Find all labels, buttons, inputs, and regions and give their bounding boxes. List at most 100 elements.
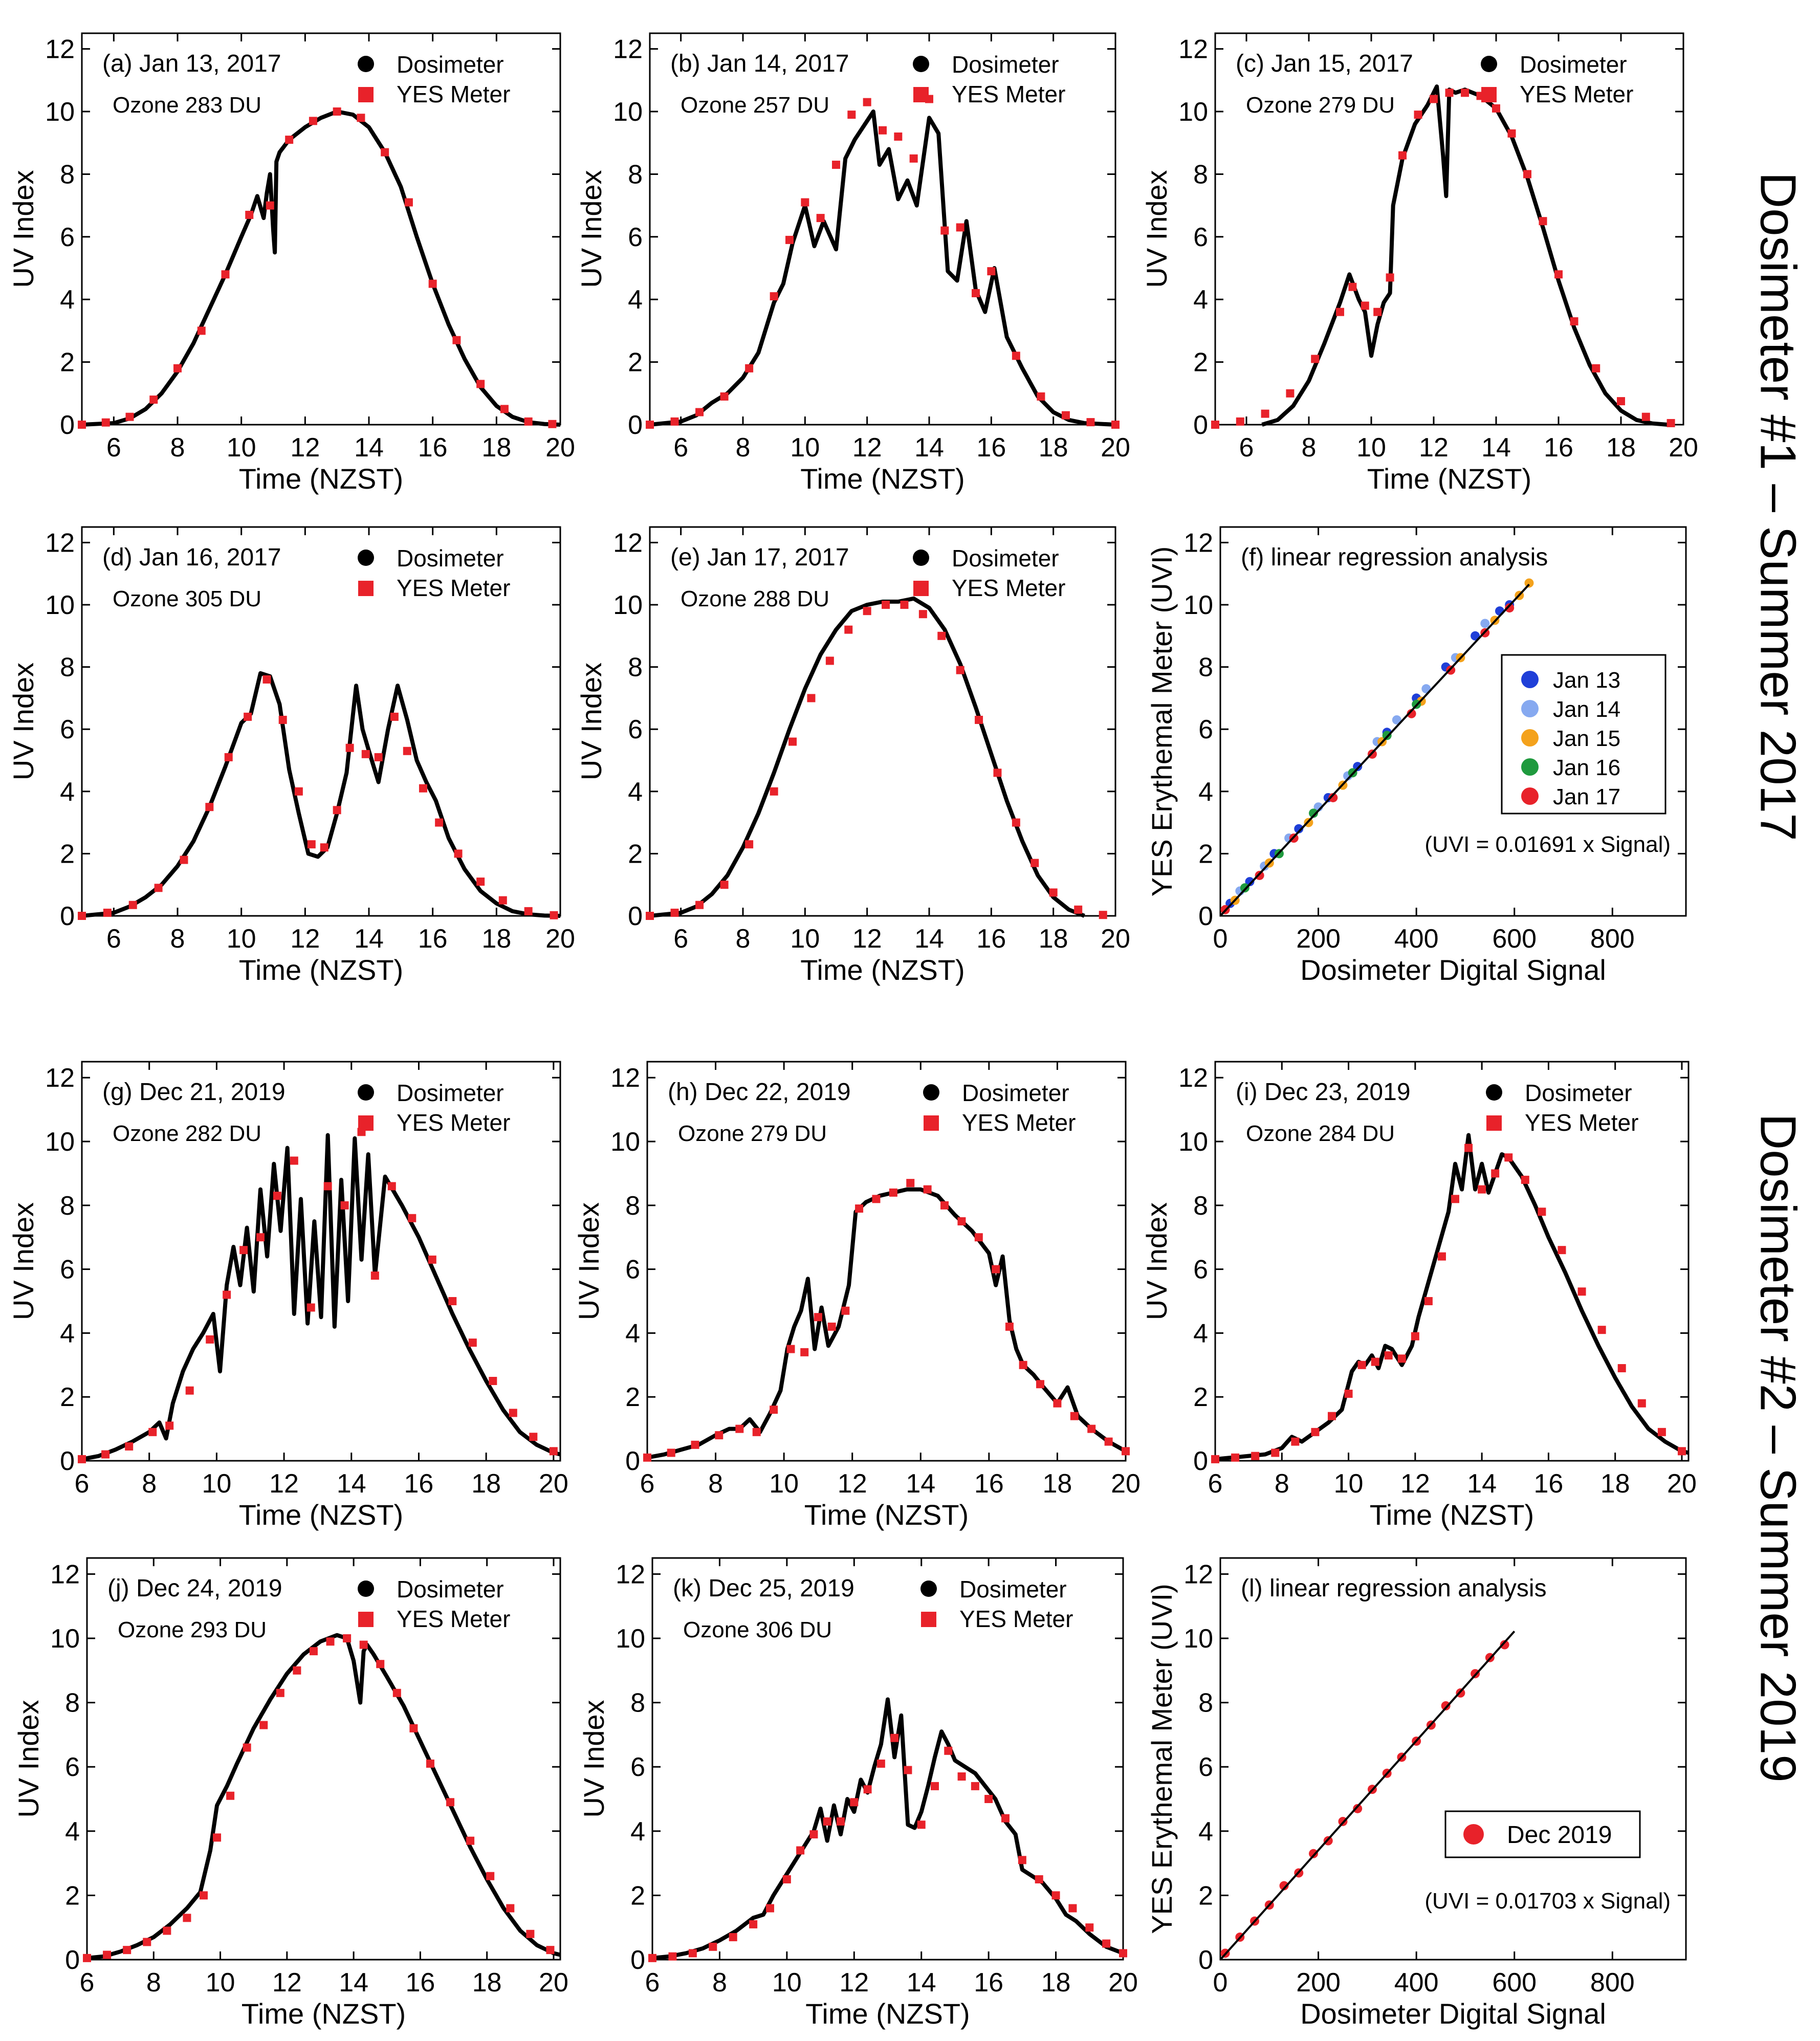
x-tick-label: 18 <box>1600 1469 1630 1499</box>
y-tick-label: 6 <box>1198 1752 1213 1782</box>
yes-meter-point <box>1657 1428 1666 1436</box>
x-tick-label: 8 <box>146 1968 161 1998</box>
yes-meter-point <box>745 840 754 849</box>
y-tick-label: 2 <box>60 348 75 378</box>
y-tick-label: 6 <box>1193 223 1208 252</box>
plot-frame <box>1214 1061 1690 1462</box>
dosimeter-line <box>86 1633 561 1960</box>
yes-meter-point <box>1641 412 1650 421</box>
yes-meter-point <box>971 1782 979 1790</box>
yes-meter-point <box>720 392 729 401</box>
yes-meter-point <box>1554 270 1563 279</box>
yes-meter-point <box>1070 1412 1079 1420</box>
legend-label-yes-meter: YES Meter <box>952 575 1065 601</box>
yes-meter-point <box>361 750 370 758</box>
x-tick-label: 8 <box>1302 433 1317 463</box>
legend-marker-yes-meter <box>1481 87 1497 102</box>
yes-meter-point <box>1035 1875 1043 1883</box>
y-tick-label: 12 <box>616 1560 645 1589</box>
yes-meter-point <box>816 214 825 223</box>
y-tick-label: 0 <box>628 410 643 440</box>
x-tick-label: 20 <box>1669 433 1698 463</box>
chart-f: 0 200 400 600 800 0 2 4 6 8 10 12 Dosimeter Digital … <box>1146 526 1687 986</box>
chart-title: (l) linear regression analysis <box>1241 1575 1547 1602</box>
x-tick-label: 6 <box>80 1968 95 1998</box>
yes-meter-point <box>1539 217 1547 226</box>
yes-meter-point <box>691 1440 699 1449</box>
y-tick-label: 2 <box>65 1881 80 1911</box>
yes-meter-point <box>1236 417 1244 426</box>
x-axis-label: Time (NZST) <box>805 1998 970 2030</box>
x-tick-label: 16 <box>1544 433 1573 463</box>
x-tick-label: 16 <box>1533 1469 1563 1499</box>
scatter-point <box>1441 1701 1451 1710</box>
yes-meter-point <box>486 1872 495 1880</box>
yes-meter-point <box>1068 1904 1077 1913</box>
legend-marker <box>1521 671 1539 688</box>
legend-label-dosimeter: Dosimeter <box>397 1080 504 1106</box>
ozone-label: Ozone 306 DU <box>683 1617 832 1642</box>
yes-meter-point <box>526 1929 535 1938</box>
yes-meter-point <box>646 912 654 920</box>
yes-meter-point <box>1344 1389 1353 1398</box>
yes-meter-point <box>307 840 316 849</box>
y-axis-label: UV Index <box>575 663 607 780</box>
x-tick-label: 800 <box>1590 924 1635 954</box>
x-tick-label: 6 <box>106 433 121 463</box>
legend-label: Jan 17 <box>1553 784 1620 809</box>
yes-meter-point <box>1592 364 1600 372</box>
x-tick-label: 16 <box>418 433 448 463</box>
yes-meter-point <box>890 1733 899 1742</box>
y-tick-label: 8 <box>65 1688 80 1718</box>
yes-meter-point <box>476 380 485 388</box>
side-label-summer-2019: Dosimeter #2 – Summer 2019 <box>1750 1113 1807 1783</box>
x-tick-label: 18 <box>471 1469 501 1499</box>
yes-meter-point <box>404 198 413 207</box>
yes-meter-point <box>956 666 964 674</box>
x-tick-label: 12 <box>852 924 882 954</box>
x-axis-label: Time (NZST) <box>242 1998 406 2030</box>
yes-meter-point <box>1012 352 1020 360</box>
yes-meter-point <box>1099 911 1107 919</box>
legend-marker-yes-meter <box>924 1115 939 1131</box>
yes-meter-point <box>206 1335 214 1344</box>
x-tick-label: 16 <box>418 924 448 954</box>
chart-title: (h) Dec 22, 2019 <box>668 1079 851 1106</box>
ozone-label: Ozone 283 DU <box>113 93 261 118</box>
yes-meter-point <box>1231 1453 1240 1462</box>
y-tick-label: 4 <box>630 1817 645 1847</box>
yes-meter-point <box>128 901 137 909</box>
yes-meter-point <box>448 1297 457 1305</box>
yes-meter-point <box>1373 308 1382 316</box>
yes-meter-point <box>1414 111 1422 119</box>
x-tick-label: 8 <box>170 433 185 463</box>
ozone-label: Ozone 279 DU <box>678 1121 827 1146</box>
yes-meter-point <box>1577 1287 1586 1296</box>
x-tick-label: 18 <box>1606 433 1636 463</box>
yes-meter-point <box>1677 1447 1686 1456</box>
yes-meter-point <box>863 607 871 616</box>
yes-meter-point <box>972 289 980 297</box>
y-axis-label: UV Index <box>7 170 39 288</box>
y-tick-label: 0 <box>1193 410 1208 440</box>
yes-meter-point <box>993 769 1002 777</box>
yes-meter-point <box>1019 1360 1027 1369</box>
dosimeter-line <box>1261 84 1668 427</box>
scatter-point <box>1245 877 1255 887</box>
yes-meter-point <box>1211 1455 1219 1463</box>
y-tick-label: 10 <box>610 1127 640 1157</box>
regression-equation: (UVI = 0.01703 x Signal) <box>1424 1889 1671 1914</box>
y-tick-label: 10 <box>1183 590 1213 620</box>
x-tick-label: 400 <box>1394 924 1439 954</box>
yes-meter-point <box>847 111 856 119</box>
plot-frame <box>646 1061 1127 1462</box>
y-tick-label: 2 <box>60 1382 75 1412</box>
x-tick-label: 18 <box>1039 433 1068 463</box>
x-tick-label: 12 <box>272 1968 302 1998</box>
x-tick-label: 8 <box>1275 1469 1289 1499</box>
yes-meter-point <box>1012 818 1020 827</box>
x-tick-label: 10 <box>202 1469 231 1499</box>
yes-meter-point <box>944 1746 953 1755</box>
y-tick-label: 10 <box>1183 1624 1213 1654</box>
